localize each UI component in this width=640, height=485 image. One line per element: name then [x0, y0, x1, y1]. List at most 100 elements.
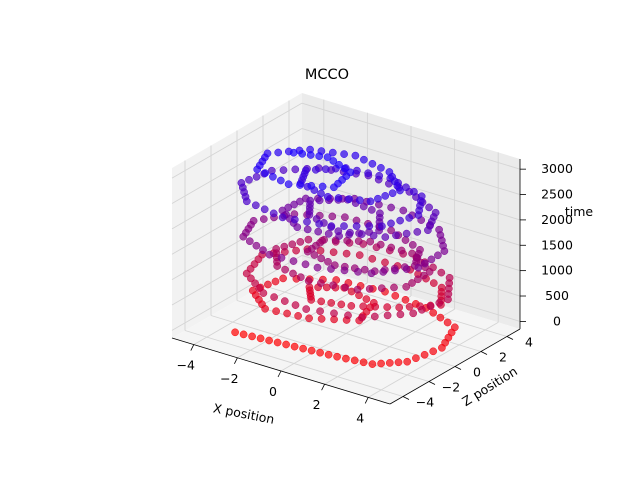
data-point — [360, 265, 369, 274]
data-point — [316, 307, 324, 316]
data-point — [288, 240, 297, 249]
data-point — [401, 236, 410, 244]
data-point — [419, 271, 428, 280]
data-point — [355, 251, 364, 259]
data-point — [390, 283, 398, 292]
data-point — [342, 354, 350, 363]
data-point — [342, 249, 351, 258]
data-point — [317, 279, 325, 287]
data-point — [334, 227, 343, 236]
x-tick — [190, 344, 195, 351]
time-tick-label: 2500 — [541, 187, 573, 202]
data-point — [303, 225, 312, 234]
data-point — [403, 357, 412, 366]
data-point — [245, 237, 254, 246]
data-point — [353, 285, 362, 294]
data-point — [397, 246, 406, 255]
data-point — [395, 303, 404, 312]
data-point — [365, 285, 374, 293]
data-point — [261, 304, 269, 313]
x-axis-title: X position — [212, 400, 276, 427]
data-point — [350, 356, 359, 365]
data-point — [412, 354, 420, 363]
data-point — [292, 246, 300, 255]
time-tick-label: 2000 — [541, 212, 573, 227]
data-point — [354, 237, 363, 245]
grid-line — [184, 330, 404, 397]
data-point — [329, 248, 338, 257]
z-tick-label: −4 — [416, 395, 434, 410]
data-point — [443, 318, 452, 327]
chart-title: MCCO — [305, 67, 349, 83]
data-point — [401, 295, 410, 304]
grid-lines — [171, 99, 521, 398]
data-point — [252, 241, 261, 250]
data-point — [370, 312, 379, 321]
data-point — [357, 230, 366, 238]
data-point — [375, 171, 384, 180]
data-point — [396, 310, 405, 319]
data-point — [231, 328, 239, 337]
data-point — [327, 299, 336, 307]
data-point — [310, 251, 319, 259]
data-point — [330, 183, 338, 192]
data-point — [367, 206, 376, 214]
data-point — [421, 259, 429, 268]
data-point — [376, 240, 385, 249]
data-point — [298, 149, 307, 158]
data-point — [396, 216, 404, 225]
data-point — [405, 214, 414, 222]
z-tick — [506, 336, 514, 340]
data-point — [314, 227, 323, 236]
data-point — [378, 222, 386, 231]
data-point — [381, 192, 390, 200]
data-point — [269, 209, 278, 218]
data-point — [365, 222, 374, 230]
data-point — [277, 253, 286, 262]
grid-line — [171, 229, 303, 306]
data-point — [324, 257, 332, 266]
data-point — [359, 202, 368, 211]
data-point — [429, 347, 438, 356]
z-tick-label: 2 — [499, 350, 507, 365]
data-point — [272, 307, 280, 316]
data-point — [265, 336, 273, 345]
z-tick — [454, 366, 462, 370]
data-point — [242, 197, 251, 206]
data-point — [282, 340, 290, 349]
data-point — [315, 196, 324, 205]
data-point — [311, 165, 320, 174]
data-point — [383, 311, 392, 320]
data-point — [276, 176, 285, 185]
data-point — [307, 346, 316, 355]
grid-line — [171, 128, 303, 204]
data-point — [280, 297, 289, 305]
time-tick-label: 1000 — [541, 263, 573, 278]
data-point — [362, 295, 371, 303]
data-point — [354, 267, 362, 276]
data-point — [391, 266, 399, 275]
grid-line — [171, 102, 303, 179]
time-tick-label: 3000 — [541, 161, 573, 176]
data-point — [296, 238, 305, 246]
data-point — [368, 159, 377, 168]
data-point — [335, 160, 343, 169]
data-point — [259, 215, 268, 223]
data-point — [414, 275, 422, 284]
data-point — [251, 279, 259, 288]
data-point — [413, 228, 422, 236]
data-point — [247, 274, 255, 283]
data-point — [291, 301, 300, 309]
data-point — [290, 215, 299, 224]
data-point — [436, 313, 445, 322]
data-point — [278, 213, 287, 222]
z-tick-label: 4 — [525, 335, 533, 350]
data-point — [317, 315, 326, 323]
data-point — [352, 222, 361, 230]
data-point — [315, 220, 324, 228]
data-point — [304, 277, 313, 285]
data-point — [260, 205, 269, 214]
time-tick-label: 1500 — [541, 237, 573, 252]
